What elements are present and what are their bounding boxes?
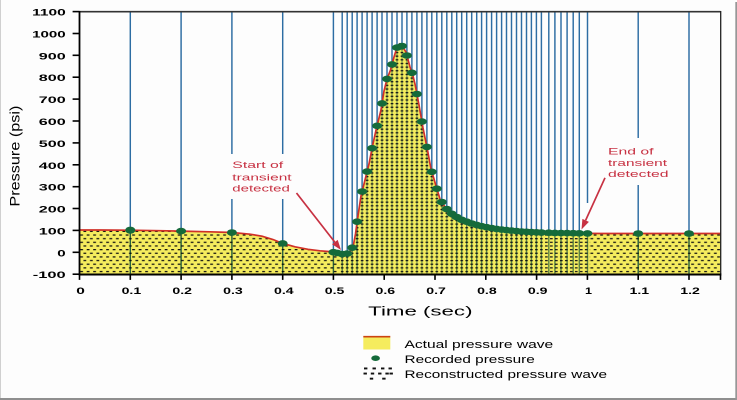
svg-text:0.5: 0.5 [325,286,346,297]
svg-text:0.4: 0.4 [274,286,295,297]
svg-text:Recorded pressure: Recorded pressure [405,354,535,366]
svg-text:Actual pressure wave: Actual pressure wave [405,339,554,351]
svg-text:0.9: 0.9 [528,286,548,297]
svg-text:detected: detected [232,184,289,195]
svg-text:transient: transient [608,158,668,169]
svg-text:900: 900 [39,51,66,61]
svg-text:detected: detected [608,169,669,180]
svg-text:Time (sec): Time (sec) [368,304,472,319]
svg-text:200: 200 [39,205,66,215]
svg-text:Reconstructed pressure wave: Reconstructed pressure wave [405,369,608,381]
svg-text:1100: 1100 [32,8,66,18]
svg-text:-100: -100 [33,270,66,280]
svg-text:End of: End of [608,146,654,157]
svg-text:0: 0 [57,248,65,258]
svg-text:Start of: Start of [232,160,283,171]
svg-text:1000: 1000 [32,30,66,40]
svg-text:500: 500 [39,139,66,149]
svg-text:1: 1 [585,286,593,297]
svg-text:Pressure (psi): Pressure (psi) [7,106,23,207]
svg-text:800: 800 [39,73,66,83]
svg-text:0.3: 0.3 [223,286,243,297]
svg-text:0.2: 0.2 [172,286,192,297]
svg-text:400: 400 [39,161,66,171]
svg-text:0: 0 [76,286,85,297]
svg-text:100: 100 [39,226,66,236]
svg-text:600: 600 [39,117,66,127]
svg-text:1.2: 1.2 [680,286,700,297]
svg-text:0.6: 0.6 [376,286,396,297]
svg-text:0.1: 0.1 [122,286,143,297]
svg-text:1.1: 1.1 [630,286,651,297]
svg-text:700: 700 [39,95,66,105]
svg-text:300: 300 [39,183,66,193]
svg-text:0.7: 0.7 [426,286,446,297]
svg-text:0.8: 0.8 [477,286,498,297]
svg-text:transient: transient [232,173,292,184]
